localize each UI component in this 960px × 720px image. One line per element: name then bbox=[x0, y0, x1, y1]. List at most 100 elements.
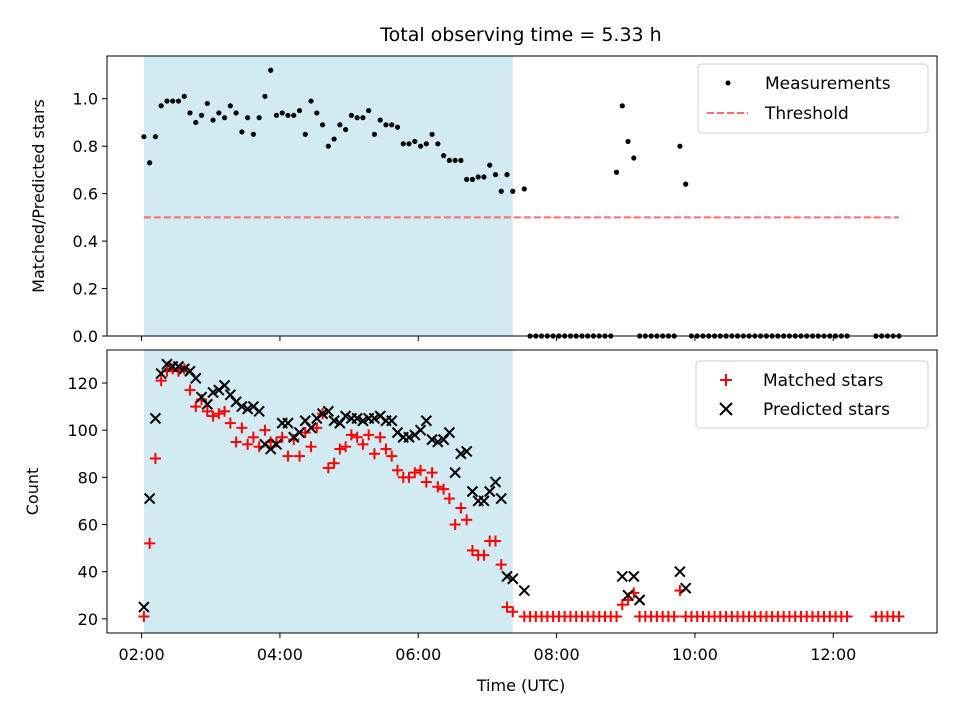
measurement-point bbox=[239, 129, 245, 135]
marker-stroke bbox=[443, 426, 456, 439]
measurement-point bbox=[198, 112, 205, 118]
measurement-point bbox=[469, 176, 476, 182]
measurement-point bbox=[441, 153, 447, 159]
marker-stroke bbox=[507, 573, 519, 585]
marker-stroke bbox=[195, 391, 208, 403]
matched-star-point bbox=[507, 606, 519, 618]
predicted-star-point bbox=[270, 438, 283, 451]
marker-stroke bbox=[184, 365, 196, 377]
matched-star-point bbox=[311, 422, 323, 434]
measurement-point bbox=[279, 110, 285, 116]
top-legend: Measurements Threshold bbox=[697, 63, 929, 134]
measurement-point bbox=[285, 112, 291, 118]
measurement-point bbox=[446, 157, 452, 164]
marker-stroke bbox=[374, 410, 386, 422]
marker-stroke bbox=[236, 400, 248, 413]
marker-stroke bbox=[155, 367, 167, 380]
predicted-star-point bbox=[293, 426, 306, 439]
matched-star-point bbox=[449, 519, 461, 531]
measurement-point bbox=[256, 115, 262, 121]
predicted-star-point bbox=[495, 492, 507, 505]
matched-star-point bbox=[328, 457, 340, 469]
bottom-x-ticks: 02:00 04:00 06:00 08:00 10:00 12:00 bbox=[119, 633, 856, 664]
measurement-point bbox=[423, 141, 429, 147]
matched-star-point bbox=[294, 450, 306, 462]
matched-star-point bbox=[247, 431, 259, 443]
measurement-point bbox=[475, 174, 481, 180]
matched-legend-marker bbox=[720, 374, 732, 386]
marker-stroke bbox=[420, 415, 433, 427]
measurement-point bbox=[319, 122, 326, 128]
x-tick-label: 12:00 bbox=[810, 645, 856, 664]
measurement-point bbox=[158, 103, 164, 109]
matched-star-point bbox=[213, 408, 225, 420]
measurement-point bbox=[216, 110, 222, 116]
legend-matched-label: Matched stars bbox=[763, 371, 883, 391]
matched-star-point bbox=[893, 610, 905, 622]
marker-stroke bbox=[299, 415, 311, 427]
bottom-plot-frame bbox=[106, 349, 938, 634]
measurement-point bbox=[147, 160, 153, 166]
predicted-star-point bbox=[507, 573, 519, 585]
marker-stroke bbox=[218, 379, 231, 392]
predicted-star-point bbox=[403, 431, 415, 443]
marker-stroke bbox=[484, 485, 496, 498]
measurement-point bbox=[245, 115, 251, 121]
matched-star-point bbox=[190, 401, 202, 413]
marker-stroke bbox=[391, 426, 404, 439]
y-tick-label: 0.2 bbox=[73, 280, 98, 299]
matched-star-point bbox=[219, 405, 231, 417]
matched-star-point bbox=[432, 481, 444, 493]
matched-star-point bbox=[611, 610, 623, 622]
predicted-star-point bbox=[674, 565, 686, 578]
measurement-point bbox=[458, 157, 464, 164]
matched-star-point bbox=[380, 443, 392, 455]
measurements-layer bbox=[141, 67, 902, 339]
marker-stroke bbox=[143, 492, 156, 505]
matched-star-point bbox=[478, 549, 490, 561]
matched-star-point bbox=[149, 452, 161, 464]
predicted-star-point bbox=[426, 433, 438, 446]
top-y-ticks: 0.0 0.2 0.4 0.6 0.8 1.0 bbox=[73, 90, 107, 346]
predicted-star-point bbox=[420, 415, 433, 427]
measurement-point bbox=[504, 172, 510, 178]
marker-stroke bbox=[282, 417, 294, 429]
measurement-point bbox=[521, 186, 527, 192]
predicted-star-point bbox=[143, 492, 156, 505]
predicted-star-point bbox=[616, 570, 628, 583]
marker-stroke bbox=[138, 601, 150, 613]
measurement-point bbox=[498, 188, 504, 194]
measurement-point bbox=[193, 119, 199, 126]
measurement-point bbox=[204, 100, 210, 107]
marker-stroke bbox=[201, 398, 213, 410]
predicted-star-point bbox=[478, 495, 490, 507]
marker-stroke bbox=[679, 582, 692, 594]
measurement-point bbox=[164, 98, 170, 104]
matched-star-point bbox=[368, 448, 380, 460]
y-tick-label: 60 bbox=[78, 516, 98, 535]
predicted-star-point bbox=[161, 358, 173, 370]
y-tick-label: 100 bbox=[67, 421, 98, 440]
measurement-point bbox=[400, 141, 406, 147]
marker-stroke bbox=[414, 424, 427, 436]
y-tick-label: 20 bbox=[78, 610, 98, 629]
marker-stroke bbox=[253, 405, 265, 418]
bottom-shaded-span bbox=[143, 350, 513, 633]
measurement-point bbox=[412, 138, 418, 145]
measurement-point bbox=[677, 143, 683, 149]
matched-star-point bbox=[415, 464, 427, 476]
marker-stroke bbox=[259, 438, 271, 451]
measurement-point bbox=[141, 134, 147, 140]
marker-stroke bbox=[518, 584, 531, 597]
measurement-point bbox=[366, 107, 372, 114]
matched-star-point bbox=[340, 441, 352, 453]
predicted-star-point bbox=[460, 445, 473, 458]
x-tick-label: 02:00 bbox=[119, 645, 165, 664]
predicted-star-point bbox=[368, 412, 381, 425]
measurement-point bbox=[348, 112, 354, 118]
measurement-point bbox=[429, 131, 435, 137]
measurement-point bbox=[187, 110, 193, 116]
marker-stroke bbox=[426, 433, 438, 446]
predicted-star-point bbox=[305, 422, 317, 434]
